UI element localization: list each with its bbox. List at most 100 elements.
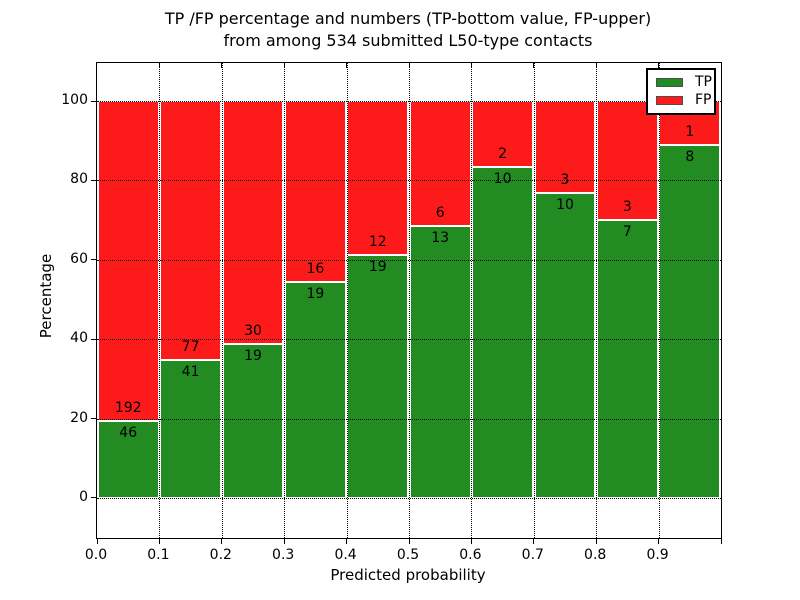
- x-axis-tick: [346, 538, 348, 544]
- fp-bar-segment: [472, 101, 533, 168]
- y-axis-tick: [91, 100, 97, 102]
- legend-item-tp: TP: [648, 73, 714, 91]
- y-axis-tick: [91, 338, 97, 340]
- fp-count-label: 192: [114, 400, 142, 417]
- y-tick-label: 0: [79, 488, 88, 505]
- y-axis-tick: [91, 179, 97, 181]
- y-tick-label: 40: [70, 330, 88, 347]
- tp-color-swatch: [656, 77, 683, 87]
- x-gridline: [658, 63, 660, 538]
- x-tick-label: 0.8: [584, 547, 607, 563]
- tp-count-label: 41: [181, 364, 200, 381]
- x-axis-tick: [283, 538, 285, 544]
- fp-bar-segment: [222, 101, 284, 344]
- tp-count-label: 19: [306, 286, 325, 303]
- fp-bar-segment: [97, 101, 159, 422]
- x-tick-label: 0.5: [396, 547, 420, 563]
- tp-count-label: 13: [431, 230, 450, 247]
- x-axis-top-tick: [221, 63, 223, 68]
- tp-count-label: 10: [556, 196, 574, 213]
- x-axis-top-tick: [470, 63, 472, 68]
- y-tick-label: 100: [61, 92, 88, 109]
- x-gridline: [596, 63, 598, 538]
- legend-item-fp: FP: [648, 91, 714, 109]
- fp-bar-segment: [160, 101, 221, 361]
- x-axis-top-tick: [346, 63, 348, 68]
- tp-count-label: 19: [244, 347, 262, 364]
- x-axis-label: Predicted probability: [330, 566, 486, 584]
- tp-bar-segment: [97, 421, 159, 498]
- plot-area: 192 46 77 41 30 19 16 19 12 19 6 13 2 10 3 10 3 7 1 8 TP FP: [91, 62, 722, 544]
- chart-title: TP /FP percentage and numbers (TP-bottom…: [96, 8, 720, 52]
- y-tick-label: 60: [70, 250, 88, 267]
- x-tick-label: 0.2: [209, 547, 232, 563]
- x-tick-label: 0.9: [646, 547, 669, 563]
- x-tick-label: 0.4: [334, 547, 357, 563]
- tp-bar-segment: [597, 220, 658, 498]
- x-axis-tick: [158, 538, 160, 544]
- x-axis-top-tick: [595, 63, 597, 68]
- fp-bar-segment: [285, 101, 346, 283]
- legend: TP FP: [646, 68, 716, 115]
- x-axis-tick: [658, 538, 660, 544]
- x-gridline: [221, 63, 223, 538]
- fp-bar-segment: [409, 101, 471, 227]
- fp-color-swatch: [656, 95, 683, 105]
- x-tick-label: 0.3: [272, 547, 295, 563]
- legend-label-fp: FP: [695, 92, 712, 108]
- x-axis-tick: [470, 538, 472, 544]
- fp-count-label: 6: [435, 205, 445, 222]
- x-axis-top-tick: [283, 63, 285, 68]
- x-axis-tick: [533, 538, 535, 544]
- tp-count-label: 46: [119, 425, 138, 442]
- x-axis-tick: [720, 538, 722, 544]
- fp-count-label: 77: [181, 339, 200, 356]
- x-tick-label: 0.7: [521, 547, 544, 563]
- x-axis-top-tick: [533, 63, 535, 68]
- x-tick-label: 0.0: [84, 547, 108, 563]
- tp-bar-segment: [472, 167, 533, 498]
- fp-count-label: 1: [685, 124, 695, 141]
- x-axis-top-tick: [158, 63, 160, 68]
- y-axis-tick: [91, 259, 97, 261]
- x-axis-tick: [408, 538, 410, 544]
- fp-bar-segment: [347, 101, 409, 255]
- tp-bar-segment: [659, 145, 721, 498]
- fp-bar-segment: [597, 101, 658, 221]
- fp-count-label: 12: [368, 233, 387, 250]
- fp-count-label: 30: [244, 322, 262, 339]
- fp-count-label: 16: [306, 261, 325, 278]
- x-gridline: [409, 63, 410, 538]
- y-tick-label: 80: [70, 171, 88, 188]
- tp-bar-segment: [285, 282, 346, 498]
- chart-title-line2: from among 534 submitted L50-type contac…: [223, 31, 593, 50]
- x-gridline: [471, 63, 473, 538]
- tp-bar-segment: [160, 360, 221, 498]
- x-axis-top-tick: [408, 63, 410, 68]
- y-axis-label: Percentage: [37, 253, 55, 339]
- y-axis-tick: [91, 418, 97, 420]
- tp-bar-segment: [409, 226, 471, 498]
- tp-count-label: 19: [368, 258, 387, 275]
- legend-label-tp: TP: [695, 74, 712, 90]
- x-gridline: [533, 63, 535, 538]
- x-gridline: [284, 63, 286, 538]
- tp-count-label: 10: [493, 171, 512, 188]
- tp-bar-segment: [534, 192, 596, 498]
- tp-count-label: 8: [685, 149, 695, 166]
- y-axis-tick: [91, 497, 97, 499]
- tp-count-label: 7: [622, 224, 632, 241]
- x-axis-tick: [595, 538, 597, 544]
- x-tick-label: 0.6: [459, 547, 482, 563]
- x-gridline: [159, 63, 161, 538]
- tp-bar-segment: [222, 343, 284, 498]
- x-tick-label: 0.1: [147, 547, 170, 563]
- x-axis-tick: [221, 538, 223, 544]
- x-axis-tick: [96, 538, 98, 544]
- y-tick-label: 20: [70, 409, 88, 426]
- fp-count-label: 2: [498, 146, 508, 163]
- tp-bar-segment: [347, 254, 409, 498]
- x-axis-top-tick: [658, 63, 660, 68]
- fp-count-label: 3: [622, 199, 632, 216]
